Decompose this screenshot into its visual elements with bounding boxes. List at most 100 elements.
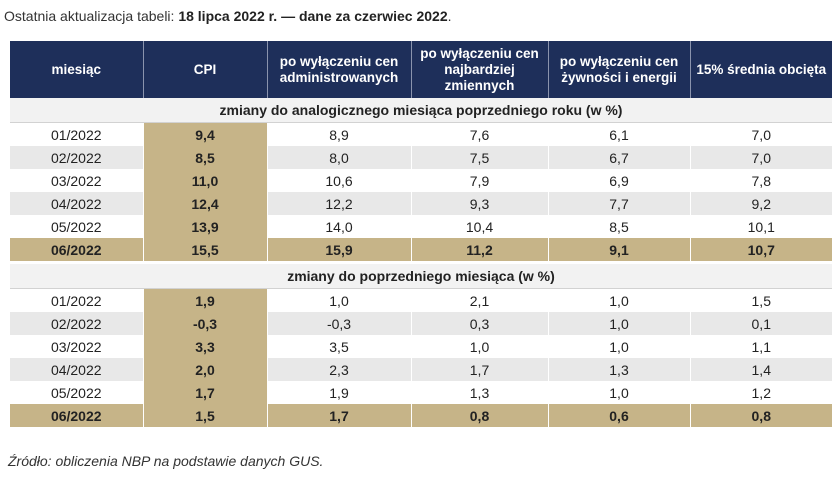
cell-month: 01/2022 <box>10 288 143 312</box>
cell-excl-food-energy: 6,7 <box>547 146 690 169</box>
cell-cpi: 11,0 <box>142 169 267 192</box>
cell-cpi: 3,3 <box>142 335 267 358</box>
cell-excl-administered: 10,6 <box>266 169 411 192</box>
cell-excl-food-energy: 0,6 <box>547 404 690 427</box>
table-row: 05/2022 13,9 14,0 10,4 8,5 10,1 <box>10 215 832 238</box>
cell-excl-food-energy: 1,0 <box>547 381 690 404</box>
cell-trimmed-mean: 1,5 <box>689 288 832 312</box>
table-caption: Ostatnia aktualizacja tabeli: 18 lipca 2… <box>4 8 452 24</box>
cell-excl-most-volatile: 11,2 <box>410 238 548 261</box>
cell-excl-food-energy: 7,7 <box>547 192 690 215</box>
cell-month: 03/2022 <box>10 335 143 358</box>
table-row: 04/2022 2,0 2,3 1,7 1,3 1,4 <box>10 358 832 381</box>
cell-excl-most-volatile: 7,9 <box>410 169 548 192</box>
section-header-row: zmiany do poprzedniego miesiąca (w %) <box>10 264 832 289</box>
cell-month: 03/2022 <box>10 169 143 192</box>
cell-excl-food-energy: 1,3 <box>547 358 690 381</box>
cell-trimmed-mean: 1,4 <box>689 358 832 381</box>
header-excl-food-energy: po wyłączeniu cen żywności i energii <box>547 41 690 98</box>
cell-excl-most-volatile: 7,6 <box>410 122 548 146</box>
cell-excl-food-energy: 6,1 <box>547 122 690 146</box>
cell-cpi: 13,9 <box>142 215 267 238</box>
cell-excl-food-energy: 8,5 <box>547 215 690 238</box>
caption-suffix: . <box>447 8 452 24</box>
header-month: miesiąc <box>10 41 143 98</box>
cell-excl-most-volatile: 0,8 <box>410 404 548 427</box>
cell-cpi: 9,4 <box>142 122 267 146</box>
header-trimmed-mean: 15% średnia obcięta <box>689 41 832 98</box>
inflation-table: miesiąc CPI po wyłączeniu cen administro… <box>10 41 832 427</box>
cell-cpi: 1,7 <box>142 381 267 404</box>
section-spacer-cell <box>10 261 832 264</box>
cell-month: 04/2022 <box>10 192 143 215</box>
header-row: miesiąc CPI po wyłączeniu cen administro… <box>10 41 832 98</box>
cell-cpi: 1,9 <box>142 288 267 312</box>
header-excl-most-volatile: po wyłączeniu cen najbardziej zmiennych <box>410 41 548 98</box>
cell-excl-most-volatile: 7,5 <box>410 146 548 169</box>
cell-excl-food-energy: 1,0 <box>547 312 690 335</box>
cell-excl-administered: 3,5 <box>266 335 411 358</box>
cell-trimmed-mean: 1,1 <box>689 335 832 358</box>
cell-trimmed-mean: 1,2 <box>689 381 832 404</box>
cell-excl-administered: 12,2 <box>266 192 411 215</box>
cell-month: 06/2022 <box>10 404 143 427</box>
table-row-latest: 06/2022 15,5 15,9 11,2 9,1 10,7 <box>10 238 832 261</box>
cell-month: 02/2022 <box>10 146 143 169</box>
cell-excl-most-volatile: 1,0 <box>410 335 548 358</box>
section-spacer <box>10 261 832 264</box>
cell-excl-administered: 2,3 <box>266 358 411 381</box>
cell-excl-most-volatile: 10,4 <box>410 215 548 238</box>
table-row: 05/2022 1,7 1,9 1,3 1,0 1,2 <box>10 381 832 404</box>
cell-trimmed-mean: 0,8 <box>689 404 832 427</box>
table-row: 04/2022 12,4 12,2 9,3 7,7 9,2 <box>10 192 832 215</box>
cell-excl-administered: 1,9 <box>266 381 411 404</box>
cell-excl-food-energy: 1,0 <box>547 288 690 312</box>
cell-excl-most-volatile: 2,1 <box>410 288 548 312</box>
cell-month: 02/2022 <box>10 312 143 335</box>
table-row: 01/2022 9,4 8,9 7,6 6,1 7,0 <box>10 122 832 146</box>
table-row-latest: 06/2022 1,5 1,7 0,8 0,6 0,8 <box>10 404 832 427</box>
section-title: zmiany do analogicznego miesiąca poprzed… <box>10 98 832 123</box>
cell-cpi: 15,5 <box>142 238 267 261</box>
source-note: Źródło: obliczenia NBP na podstawie dany… <box>8 453 324 469</box>
header-cpi: CPI <box>142 41 267 98</box>
header-excl-administered: po wyłączeniu cen administrowanych <box>266 41 411 98</box>
caption-date: 18 lipca 2022 r. — dane za czerwiec 2022 <box>178 8 448 24</box>
section-title: zmiany do poprzedniego miesiąca (w %) <box>10 264 832 289</box>
cell-trimmed-mean: 10,7 <box>689 238 832 261</box>
cell-excl-administered: 8,9 <box>266 122 411 146</box>
cell-trimmed-mean: 7,0 <box>689 122 832 146</box>
table-row: 03/2022 3,3 3,5 1,0 1,0 1,1 <box>10 335 832 358</box>
cell-trimmed-mean: 9,2 <box>689 192 832 215</box>
section-header-row: zmiany do analogicznego miesiąca poprzed… <box>10 98 832 123</box>
cell-excl-administered: 1,7 <box>266 404 411 427</box>
cell-month: 06/2022 <box>10 238 143 261</box>
table-row: 02/2022 -0,3 -0,3 0,3 1,0 0,1 <box>10 312 832 335</box>
cell-excl-administered: 14,0 <box>266 215 411 238</box>
cell-excl-food-energy: 6,9 <box>547 169 690 192</box>
table-row: 03/2022 11,0 10,6 7,9 6,9 7,8 <box>10 169 832 192</box>
cell-month: 05/2022 <box>10 215 143 238</box>
cell-trimmed-mean: 7,8 <box>689 169 832 192</box>
cell-excl-most-volatile: 1,3 <box>410 381 548 404</box>
cell-excl-most-volatile: 9,3 <box>410 192 548 215</box>
cell-month: 04/2022 <box>10 358 143 381</box>
cell-excl-administered: 1,0 <box>266 288 411 312</box>
cell-excl-most-volatile: 0,3 <box>410 312 548 335</box>
cell-excl-food-energy: 9,1 <box>547 238 690 261</box>
table-row: 02/2022 8,5 8,0 7,5 6,7 7,0 <box>10 146 832 169</box>
cell-excl-administered: 15,9 <box>266 238 411 261</box>
caption-prefix: Ostatnia aktualizacja tabeli: <box>4 8 179 24</box>
cell-cpi: 12,4 <box>142 192 267 215</box>
cell-cpi: 1,5 <box>142 404 267 427</box>
cell-month: 01/2022 <box>10 122 143 146</box>
cell-excl-most-volatile: 1,7 <box>410 358 548 381</box>
cell-excl-administered: -0,3 <box>266 312 411 335</box>
cell-cpi: -0,3 <box>142 312 267 335</box>
table-body: zmiany do analogicznego miesiąca poprzed… <box>10 98 832 427</box>
table-row: 01/2022 1,9 1,0 2,1 1,0 1,5 <box>10 288 832 312</box>
cell-cpi: 8,5 <box>142 146 267 169</box>
cell-trimmed-mean: 10,1 <box>689 215 832 238</box>
cell-excl-administered: 8,0 <box>266 146 411 169</box>
cell-excl-food-energy: 1,0 <box>547 335 690 358</box>
